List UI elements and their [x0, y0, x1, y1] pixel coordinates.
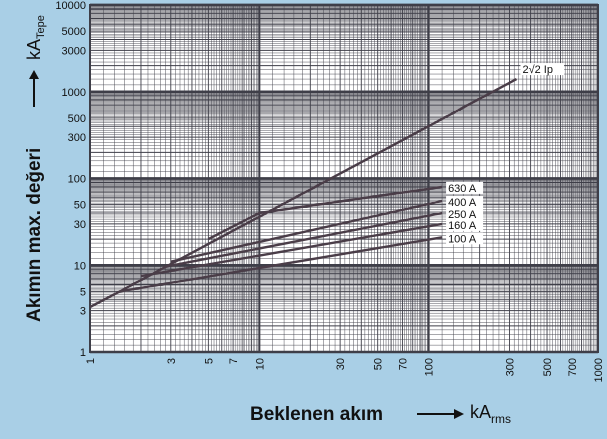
y-tick-label: 3000 — [62, 45, 86, 57]
series-label-3: 250 A — [448, 209, 477, 221]
x-tick-label: 10 — [254, 358, 266, 370]
series-line-2 — [170, 199, 443, 263]
grid — [89, 3, 599, 354]
x-tick-label: 100 — [424, 358, 436, 376]
series-label-5: 100 A — [448, 233, 477, 245]
x-axis-unit: kArms — [470, 402, 511, 426]
y-axis-arrow-head — [29, 70, 39, 79]
y-tick-label: 100 — [68, 174, 86, 186]
series-label-1: 630 A — [448, 183, 477, 195]
x-tick-label: 500 — [542, 358, 554, 376]
series-label-4: 160 A — [448, 220, 477, 232]
x-axis-arrow-head — [454, 409, 464, 419]
x-tick-label: 700 — [567, 358, 579, 376]
x-tick-label: 1 — [85, 358, 97, 364]
y-axis-unit: kATepe — [24, 15, 47, 60]
plot-frame — [89, 4, 599, 353]
y-tick-label: 10 — [74, 260, 86, 272]
y-tick-label: 50 — [74, 200, 86, 212]
x-tick-label: 30 — [335, 358, 347, 370]
series-label-2: 400 A — [448, 197, 477, 209]
y-tick-label: 10000 — [55, 0, 86, 12]
series-label-bg — [446, 218, 484, 231]
x-tick-label: 70 — [397, 358, 409, 370]
series-line-4 — [140, 222, 443, 278]
series-line-3 — [162, 211, 443, 269]
series-lines — [89, 78, 518, 309]
x-tick-label: 1000 — [593, 358, 605, 382]
series-label-bg — [446, 181, 484, 194]
y-tick-label: 30 — [74, 219, 86, 231]
series-line-5 — [119, 236, 443, 293]
series-label-bg — [520, 63, 565, 76]
y-tick-label: 5000 — [62, 26, 86, 38]
y-axis-title: Akımın max. değeri — [24, 148, 45, 322]
series-line-1 — [207, 185, 443, 241]
x-tick-label: 7 — [228, 358, 240, 364]
y-tick-label: 3 — [80, 306, 86, 318]
x-tick-label: 50 — [373, 358, 385, 370]
y-tick-label: 5 — [80, 286, 86, 298]
y-tick-label: 1 — [80, 347, 86, 359]
x-axis-title: Beklenen akım — [250, 404, 383, 425]
y-tick-label: 500 — [68, 113, 86, 125]
series-label-bg — [446, 196, 484, 209]
x-tick-label: 5 — [203, 358, 215, 364]
y-tick-label: 300 — [68, 132, 86, 144]
series-label-bg — [446, 232, 484, 245]
y-tick-labels: 1 3 5 10 30 50 100 300 500 1000 3000 5000 10000 — [55, 0, 86, 359]
series-label-0: 2√2 Ip — [522, 64, 553, 76]
series-label-bg — [446, 208, 484, 221]
x-tick-label: 3 — [166, 358, 178, 364]
x-tick-label: 300 — [505, 358, 517, 376]
x-tick-labels: 1 3 5 7 10 30 50 70 100 300 500 700 1000 — [85, 358, 605, 382]
y-axis-title-group: Akımın max. değeri kATepe — [24, 15, 47, 322]
y-tick-label: 1000 — [62, 87, 86, 99]
